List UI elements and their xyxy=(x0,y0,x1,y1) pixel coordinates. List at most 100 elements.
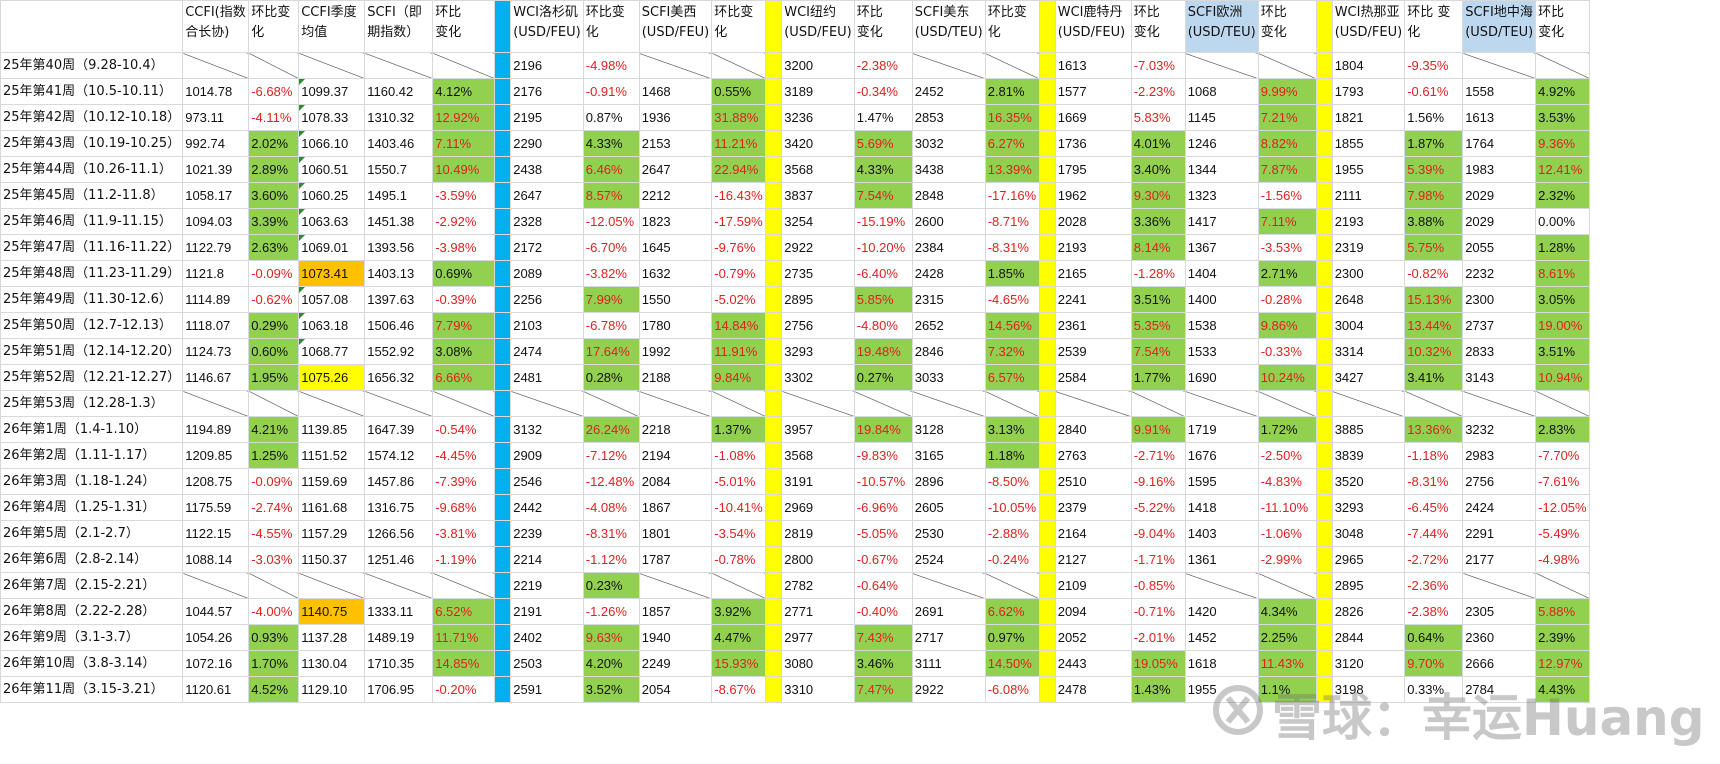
data-cell[interactable]: 16.35% xyxy=(984,104,1040,131)
data-cell[interactable] xyxy=(364,572,434,599)
data-cell[interactable]: 1.85% xyxy=(984,260,1040,287)
data-cell[interactable]: 1452 xyxy=(1184,624,1259,651)
data-cell[interactable]: 1159.69 xyxy=(298,468,366,495)
data-cell[interactable]: 2.25% xyxy=(1257,624,1317,651)
data-cell[interactable]: -1.19% xyxy=(432,546,496,573)
data-cell[interactable]: -0.62% xyxy=(248,286,300,313)
data-cell[interactable]: 2833 xyxy=(1462,338,1537,365)
data-cell[interactable]: 2853 xyxy=(911,104,986,131)
data-cell[interactable]: 1160.42 xyxy=(364,78,434,105)
data-cell[interactable]: 13.44% xyxy=(1404,312,1464,339)
data-cell[interactable]: 1690 xyxy=(1184,364,1259,391)
data-cell[interactable]: -12.48% xyxy=(582,468,640,495)
data-cell[interactable]: -0.91% xyxy=(582,78,640,105)
data-cell[interactable]: 3080 xyxy=(781,650,855,677)
data-cell[interactable]: 1124.73 xyxy=(182,338,250,365)
data-cell[interactable]: -4.83% xyxy=(1257,468,1317,495)
data-cell[interactable]: 3143 xyxy=(1462,364,1537,391)
data-cell[interactable]: 3254 xyxy=(781,208,855,235)
data-cell[interactable]: 4.52% xyxy=(248,676,300,703)
data-cell[interactable]: 0.97% xyxy=(984,624,1040,651)
data-cell[interactable]: 13.36% xyxy=(1404,416,1464,443)
data-cell[interactable]: 12.92% xyxy=(432,104,496,131)
data-cell[interactable]: 5.39% xyxy=(1404,156,1464,183)
column-header[interactable]: 环比 变化 xyxy=(853,0,913,53)
data-cell[interactable] xyxy=(182,390,250,417)
data-cell[interactable]: 1139.85 xyxy=(298,416,366,443)
data-cell[interactable]: 2300 xyxy=(1331,260,1406,287)
data-cell[interactable]: 2848 xyxy=(911,182,986,209)
data-cell[interactable]: 3.36% xyxy=(1130,208,1186,235)
week-label-cell[interactable]: 25年第50周（12.7-12.13） xyxy=(0,312,184,339)
data-cell[interactable]: 0.33% xyxy=(1404,676,1464,703)
data-cell[interactable]: 1417 xyxy=(1184,208,1259,235)
data-cell[interactable]: 1403.46 xyxy=(364,130,434,157)
data-cell[interactable]: 1823 xyxy=(638,208,713,235)
data-cell[interactable]: 5.75% xyxy=(1404,234,1464,261)
week-label-cell[interactable]: 26年第5周（2.1-2.7） xyxy=(0,520,184,547)
data-cell[interactable]: 11.43% xyxy=(1257,650,1317,677)
data-cell[interactable]: 2652 xyxy=(911,312,986,339)
data-cell[interactable]: -1.26% xyxy=(582,598,640,625)
data-cell[interactable]: 0.27% xyxy=(853,364,913,391)
data-cell[interactable]: 2819 xyxy=(781,520,855,547)
data-cell[interactable]: 1736 xyxy=(1054,130,1132,157)
data-cell[interactable]: 1645 xyxy=(638,234,713,261)
week-label-cell[interactable]: 26年第7周（2.15-2.21） xyxy=(0,572,184,599)
data-cell[interactable]: 1120.61 xyxy=(182,676,250,703)
data-cell[interactable]: 14.50% xyxy=(984,650,1040,677)
data-cell[interactable]: 9.30% xyxy=(1130,182,1186,209)
data-cell[interactable]: 3.39% xyxy=(248,208,300,235)
data-cell[interactable]: 3314 xyxy=(1331,338,1406,365)
data-cell[interactable]: -2.38% xyxy=(853,52,913,79)
data-cell[interactable]: 2.71% xyxy=(1257,260,1317,287)
data-cell[interactable]: 3.51% xyxy=(1130,286,1186,313)
data-cell[interactable]: 6.27% xyxy=(984,130,1040,157)
data-cell[interactable]: 2177 xyxy=(1462,546,1537,573)
data-cell[interactable]: 3189 xyxy=(781,78,855,105)
data-cell[interactable]: 1.87% xyxy=(1404,130,1464,157)
data-cell[interactable]: 1857 xyxy=(638,598,713,625)
data-cell[interactable]: 1656.32 xyxy=(364,364,434,391)
data-cell[interactable]: 7.87% xyxy=(1257,156,1317,183)
data-cell[interactable]: 9.63% xyxy=(582,624,640,651)
data-cell[interactable]: 6.66% xyxy=(432,364,496,391)
data-cell[interactable]: 7.32% xyxy=(984,338,1040,365)
data-cell[interactable]: 2428 xyxy=(911,260,986,287)
data-cell[interactable]: 1983 xyxy=(1462,156,1537,183)
week-label-cell[interactable]: 25年第44周（10.26-11.1） xyxy=(0,156,184,183)
data-cell[interactable]: 10.24% xyxy=(1257,364,1317,391)
column-header[interactable]: SCFI（即期指数） xyxy=(364,0,434,53)
column-header[interactable] xyxy=(0,0,184,53)
data-cell[interactable]: 2328 xyxy=(510,208,584,235)
data-cell[interactable]: 1821 xyxy=(1331,104,1406,131)
data-cell[interactable]: 3427 xyxy=(1331,364,1406,391)
data-cell[interactable]: 2212 xyxy=(638,182,713,209)
data-cell[interactable]: 3033 xyxy=(911,364,986,391)
data-cell[interactable]: 973.11 xyxy=(182,104,250,131)
data-cell[interactable]: -7.61% xyxy=(1535,468,1590,495)
data-cell[interactable]: 1078.33 xyxy=(298,104,366,131)
data-cell[interactable]: 19.84% xyxy=(853,416,913,443)
data-cell[interactable]: 2256 xyxy=(510,286,584,313)
data-cell[interactable]: 1099.37 xyxy=(298,78,366,105)
data-cell[interactable]: 2315 xyxy=(911,286,986,313)
data-cell[interactable]: -7.44% xyxy=(1404,520,1464,547)
week-label-cell[interactable]: 25年第52周（12.21-12.27） xyxy=(0,364,184,391)
data-cell[interactable] xyxy=(1054,390,1132,417)
data-cell[interactable]: 2922 xyxy=(911,676,986,703)
data-cell[interactable]: -0.39% xyxy=(432,286,496,313)
data-cell[interactable]: 2605 xyxy=(911,494,986,521)
data-cell[interactable]: 2214 xyxy=(510,546,584,573)
data-cell[interactable]: -9.76% xyxy=(711,234,767,261)
data-cell[interactable]: 2029 xyxy=(1462,208,1537,235)
data-cell[interactable]: 3310 xyxy=(781,676,855,703)
data-cell[interactable]: 1393.56 xyxy=(364,234,434,261)
data-cell[interactable]: 3.51% xyxy=(1535,338,1590,365)
data-cell[interactable]: 12.41% xyxy=(1535,156,1590,183)
data-cell[interactable]: 1550.7 xyxy=(364,156,434,183)
data-cell[interactable]: 1710.35 xyxy=(364,650,434,677)
data-cell[interactable]: 1361 xyxy=(1184,546,1259,573)
data-cell[interactable] xyxy=(711,572,767,599)
data-cell[interactable]: 3.40% xyxy=(1130,156,1186,183)
